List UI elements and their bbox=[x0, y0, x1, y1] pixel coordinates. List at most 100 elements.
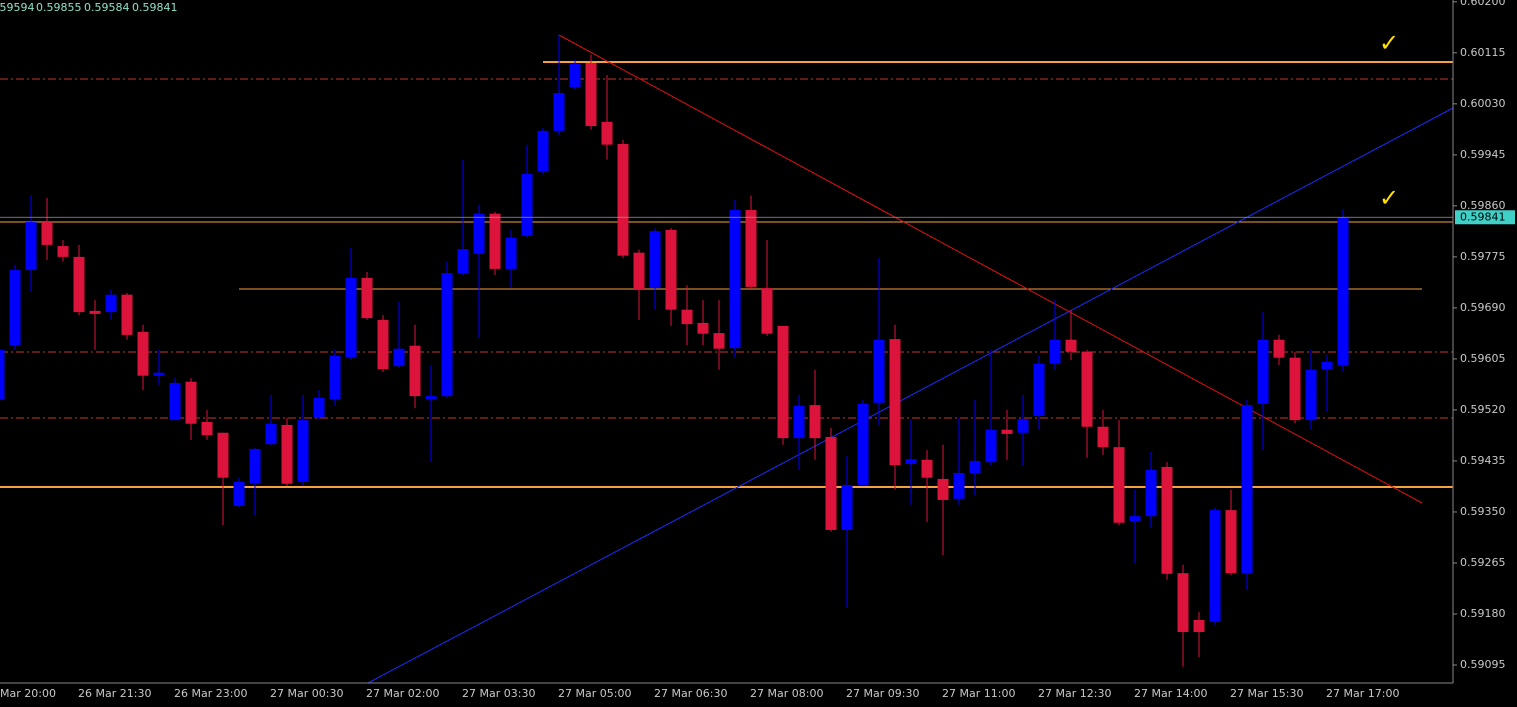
candle-body bbox=[329, 355, 341, 400]
candle-body bbox=[217, 432, 229, 478]
candle-body bbox=[1273, 339, 1285, 358]
candle-body bbox=[649, 231, 661, 289]
x-tick-label: 27 Mar 11:00 bbox=[942, 687, 1015, 700]
ohlc-high: 0.59855 bbox=[36, 1, 82, 14]
candle-body bbox=[473, 213, 485, 254]
candle-body bbox=[233, 481, 245, 506]
candle-body bbox=[1113, 447, 1125, 523]
candle-body bbox=[1177, 573, 1189, 632]
candle-body bbox=[761, 288, 773, 334]
y-tick-label: 0.59605 bbox=[1460, 352, 1506, 365]
x-tick-label: 27 Mar 05:00 bbox=[558, 687, 631, 700]
x-tick-label: 26 Mar 23:00 bbox=[174, 687, 247, 700]
check-icon: ✓ bbox=[1379, 184, 1399, 212]
y-tick-label: 0.59945 bbox=[1460, 148, 1506, 161]
y-tick-label: 0.59690 bbox=[1460, 301, 1506, 314]
candle-body bbox=[1033, 363, 1045, 416]
candle-body bbox=[953, 472, 965, 499]
x-tick-label: 27 Mar 06:30 bbox=[654, 687, 727, 700]
y-tick-label: 0.59180 bbox=[1460, 607, 1506, 620]
candle-body bbox=[1145, 469, 1157, 517]
y-tick-label: 0.59435 bbox=[1460, 454, 1506, 467]
candle-body bbox=[121, 294, 133, 335]
candle-body bbox=[105, 294, 117, 313]
candle-body bbox=[169, 382, 181, 421]
candle-body bbox=[969, 460, 981, 473]
candle-body bbox=[409, 345, 421, 397]
candle-body bbox=[393, 348, 405, 367]
y-tick-label: 0.60115 bbox=[1460, 46, 1506, 59]
candle-body bbox=[585, 63, 597, 127]
candle-body bbox=[1321, 361, 1333, 370]
candle-body bbox=[681, 309, 693, 325]
y-tick-label: 0.59775 bbox=[1460, 250, 1506, 263]
candle-body bbox=[905, 459, 917, 464]
price-box bbox=[1455, 210, 1515, 225]
x-tick-label: 27 Mar 02:00 bbox=[366, 687, 439, 700]
x-tick-label: 27 Mar 09:30 bbox=[846, 687, 919, 700]
candle-body bbox=[89, 310, 101, 314]
candle-body bbox=[425, 396, 437, 400]
ohlc-low: 0.59584 bbox=[84, 1, 130, 14]
candle-body bbox=[1065, 339, 1077, 352]
candle-body bbox=[601, 121, 613, 145]
candle-body bbox=[1097, 426, 1109, 448]
candle-body bbox=[1225, 510, 1237, 574]
candle-body bbox=[1289, 357, 1301, 421]
x-tick-label: 27 Mar 14:00 bbox=[1134, 687, 1207, 700]
candle-body bbox=[793, 405, 805, 439]
candle-body bbox=[777, 325, 789, 439]
candle-body bbox=[377, 319, 389, 370]
y-tick-label: 0.59350 bbox=[1460, 505, 1506, 518]
x-tick-label: 27 Mar 15:30 bbox=[1230, 687, 1303, 700]
x-tick-label: 26 Mar 21:30 bbox=[78, 687, 151, 700]
candle-body bbox=[809, 405, 821, 439]
candle-body bbox=[841, 484, 853, 530]
candle-body bbox=[281, 424, 293, 484]
candle-body bbox=[569, 63, 581, 88]
x-tick-label: Mar 20:00 bbox=[0, 687, 56, 700]
candle-body bbox=[1129, 516, 1141, 521]
y-tick-label: 0.60030 bbox=[1460, 97, 1506, 110]
candle-body bbox=[1001, 429, 1013, 434]
candle-body bbox=[633, 252, 645, 290]
candle-body bbox=[25, 222, 37, 271]
candle-body bbox=[73, 256, 85, 313]
candle-body bbox=[489, 213, 501, 269]
candle-body bbox=[57, 246, 69, 257]
candle-body bbox=[1241, 405, 1253, 574]
y-tick-label: 0.59265 bbox=[1460, 556, 1506, 569]
x-tick-label: 27 Mar 08:00 bbox=[750, 687, 823, 700]
x-tick-label: 27 Mar 03:30 bbox=[462, 687, 535, 700]
candle-body bbox=[937, 478, 949, 500]
candle-body bbox=[745, 210, 757, 287]
candle-body bbox=[713, 333, 725, 349]
x-tick-label: 27 Mar 12:30 bbox=[1038, 687, 1111, 700]
candle-body bbox=[1305, 369, 1317, 421]
check-icon: ✓ bbox=[1379, 29, 1399, 57]
ohlc-close: 0.59841 bbox=[132, 1, 178, 14]
candle-body bbox=[1049, 339, 1061, 364]
trend-line bbox=[558, 34, 1423, 504]
candle-body bbox=[537, 130, 549, 172]
candle-body bbox=[665, 229, 677, 310]
candle-body bbox=[1081, 351, 1093, 427]
trend-line bbox=[367, 107, 1454, 684]
y-tick-label: 0.59860 bbox=[1460, 199, 1506, 212]
candle-body bbox=[313, 397, 325, 418]
candle-body bbox=[201, 421, 213, 436]
candle-body bbox=[9, 270, 21, 346]
candle-body bbox=[617, 144, 629, 256]
candle-body bbox=[1209, 510, 1221, 622]
candle-body bbox=[505, 237, 517, 269]
candle-body bbox=[1337, 217, 1349, 366]
candle-body bbox=[1161, 466, 1173, 574]
candle-body bbox=[1193, 619, 1205, 632]
candle-body bbox=[873, 339, 885, 403]
ohlc-open: 0.59594 bbox=[0, 1, 35, 14]
candle-body bbox=[697, 322, 709, 334]
candle-body bbox=[1257, 339, 1269, 404]
candle-body bbox=[361, 277, 373, 319]
